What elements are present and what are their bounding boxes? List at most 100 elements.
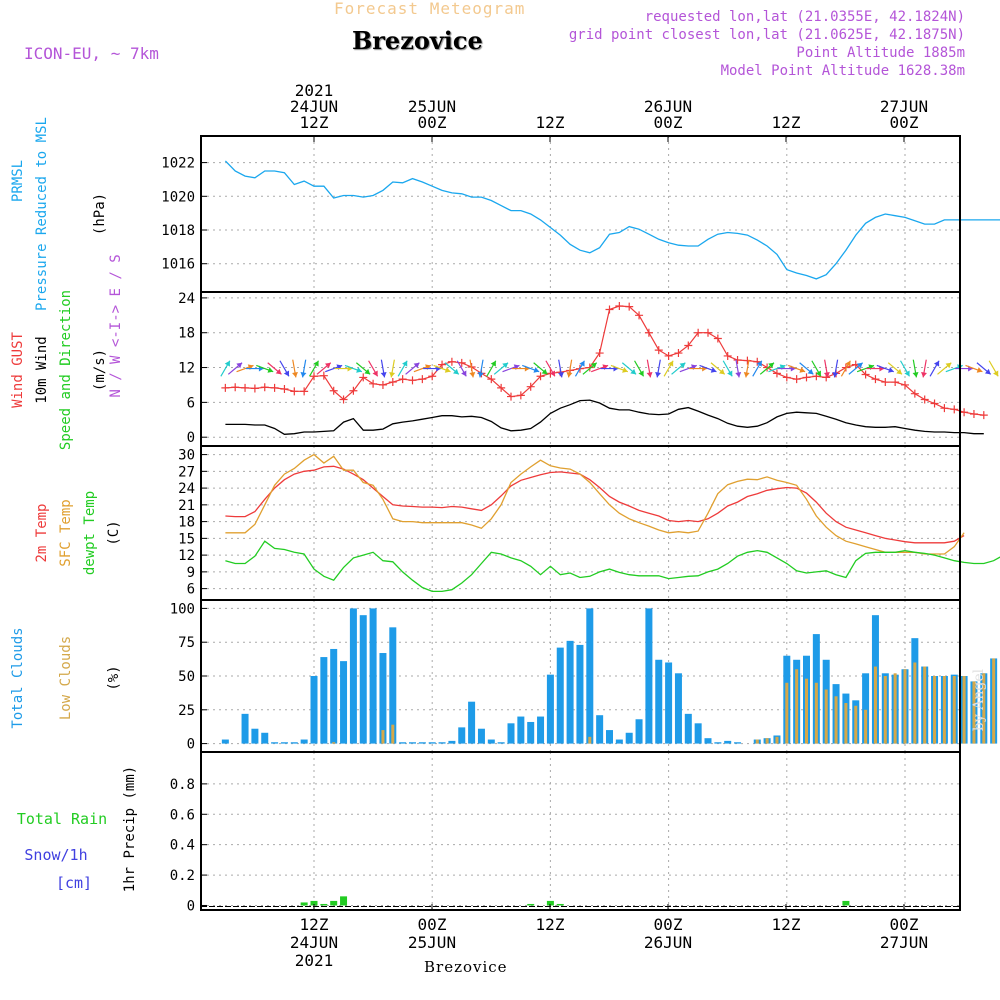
total-cloud-bar (734, 742, 742, 744)
wind-arrow-head (267, 367, 274, 373)
wind-arrow-head (283, 370, 290, 377)
y-tick-label: 12 (178, 361, 195, 377)
gust-marker (438, 360, 447, 369)
low-cloud-bar (775, 736, 779, 744)
wind-arrow-head (549, 370, 555, 377)
wind-arrow-head (336, 364, 343, 371)
wind-direction-arrow (433, 364, 451, 373)
wind-arrow-head (735, 371, 742, 378)
wind-direction-arrow (413, 364, 432, 373)
total-cloud-bar (418, 742, 426, 744)
rain-bar (310, 900, 318, 906)
wind-direction-arrow (965, 364, 983, 373)
total-cloud-bar (507, 723, 515, 744)
wind-arrow-head (743, 371, 750, 378)
total-cloud-bar (546, 674, 554, 744)
gust-marker (753, 357, 762, 366)
gust-line (225, 305, 984, 416)
total-cloud-bar (674, 673, 682, 744)
wind-arrow-head (557, 371, 564, 378)
y-tick-label: 1020 (161, 189, 195, 205)
y-tick-label: 0.6 (170, 807, 195, 823)
low-cloud-bar (992, 658, 996, 744)
wind-arrow-head (444, 367, 451, 373)
low-cloud-bar (923, 666, 927, 744)
wind-arrow-head (768, 362, 774, 369)
wind-direction-arrow (477, 359, 484, 378)
footer-location: Brezovice (424, 958, 508, 976)
wind-direction-arrow (671, 362, 686, 375)
wind-direction-arrow (545, 360, 556, 377)
wind-arrow-head (655, 371, 662, 378)
wind-direction-arrow (921, 359, 927, 378)
snow-label: Snow/1h (24, 846, 87, 864)
wind-arrow-head (380, 371, 387, 378)
total-cloud-bar (389, 627, 397, 744)
gust-marker (536, 372, 545, 381)
wind-direction-arrow (300, 359, 307, 378)
gust-marker (704, 328, 712, 337)
wind-direction-arrow (292, 359, 298, 378)
total-cloud-bar (359, 615, 367, 744)
top-time-label: 27JUN (880, 97, 928, 116)
y-tick-label: 24 (178, 291, 195, 307)
wind-direction-arrow (279, 360, 290, 377)
total-cloud-bar (320, 657, 328, 744)
wind-arrow-head (590, 362, 597, 369)
wind-direction-arrow (590, 364, 609, 373)
gust-marker (585, 363, 594, 372)
wind-direction-arrow (220, 360, 231, 377)
gust-marker (684, 341, 693, 350)
wind-arrow-head (799, 367, 806, 373)
bottom-time-label: 24JUN (290, 933, 338, 952)
top-time-label: 12Z (772, 113, 801, 132)
total-cloud-bar (300, 739, 308, 744)
low-cloud-bar (805, 678, 808, 744)
wind-direction-arrow (405, 362, 420, 375)
total-cloud-bar (714, 742, 722, 744)
wind-direction-arrow (566, 359, 573, 378)
total-cloud-bar (537, 716, 545, 744)
top-time-label: 24JUN (290, 97, 338, 116)
wind-direction-arrow (397, 360, 408, 377)
wind-direction-arrow (823, 359, 830, 378)
total-cloud-bar (517, 716, 525, 744)
wind-arrow-head (638, 370, 644, 377)
gust-marker (280, 385, 289, 394)
y-tick-label: 27 (178, 464, 195, 480)
sfc-temp-label: SFC Temp (58, 499, 74, 566)
gust-marker (231, 383, 240, 392)
wind-arrow-head (236, 362, 243, 369)
wind-arrow-head (832, 371, 839, 378)
gust-marker (930, 399, 939, 408)
rain-bar (556, 903, 564, 906)
point-altitude: Point Altitude 1885m (796, 45, 965, 61)
gust-marker (428, 372, 437, 381)
wind-direction-arrow (735, 359, 742, 378)
wind-arrow-head (275, 368, 282, 375)
dewpt-line (225, 540, 1000, 593)
low-cloud-bar (972, 681, 976, 744)
gust-marker (349, 386, 358, 395)
wind-arrow-head (372, 370, 378, 377)
low-cloud-bar (933, 676, 937, 744)
wind-arrow-head (945, 362, 952, 369)
total-cloud-bar (251, 728, 259, 744)
gust-marker (625, 302, 634, 311)
gust-marker (861, 370, 870, 379)
wind-arrow-head (469, 371, 476, 378)
wind-direction-arrow (344, 364, 363, 373)
wind-direction-arrow (848, 362, 864, 375)
total-cloud-bar (369, 608, 377, 744)
y-tick-label: 25 (178, 703, 195, 719)
total-cloud-bar (606, 730, 613, 744)
total-cloud-bar (527, 721, 535, 744)
total-cloud-bar (645, 608, 653, 744)
total-cloud-bar (684, 713, 692, 744)
top-time-label: 00Z (654, 113, 683, 132)
wind-arrow-head (668, 360, 674, 367)
pressure-line (224, 160, 1000, 280)
gust-marker (516, 391, 525, 400)
bottom-time-label: 00Z (418, 915, 447, 934)
wind-direction-arrow (469, 359, 476, 378)
